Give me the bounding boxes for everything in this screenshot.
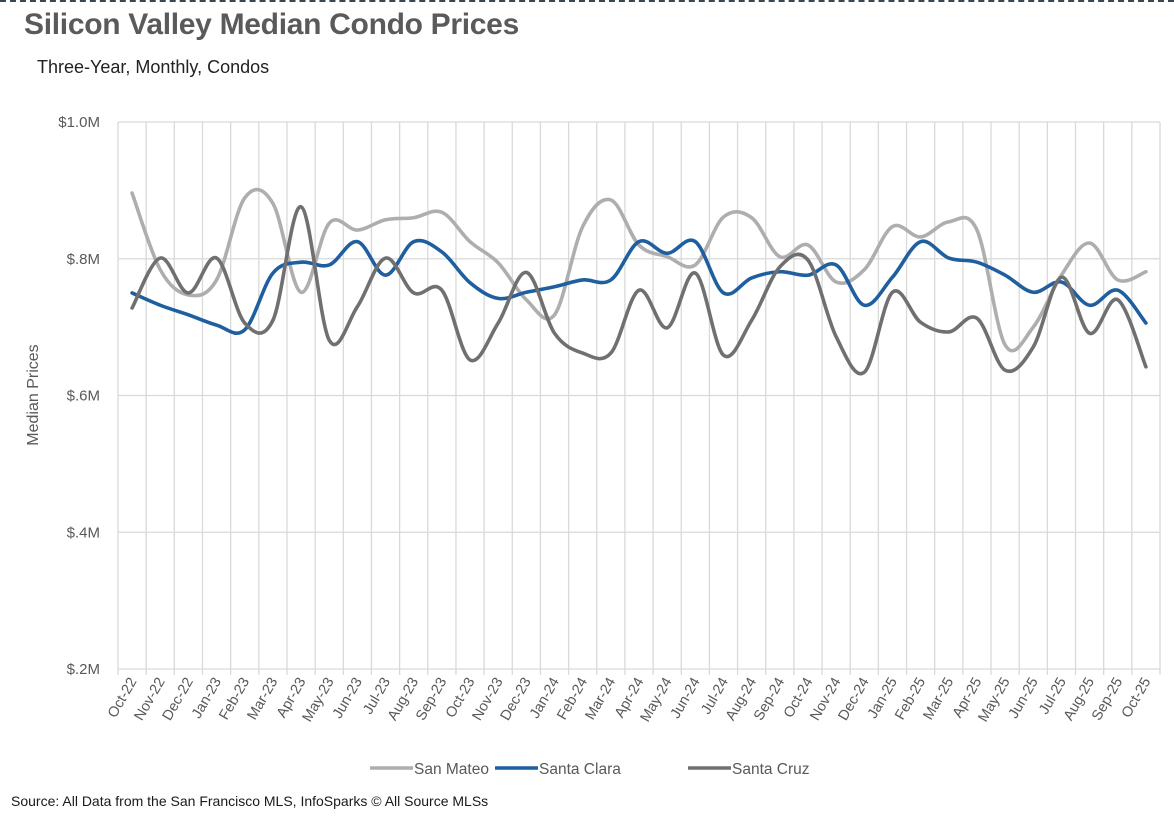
legend-label-santa-cruz: Santa Cruz bbox=[732, 761, 810, 778]
gridlines bbox=[117, 121, 1161, 675]
legend-label-santa-clara: Santa Clara bbox=[539, 761, 621, 778]
top-dashed-border bbox=[0, 0, 1174, 2]
y-axis-ticks: $1.0M $.8M $.6M $.4M $.2M bbox=[58, 114, 100, 678]
y-tick-label: $.8M bbox=[67, 251, 100, 268]
x-axis-ticks: Oct-22Nov-22Dec-22Jan-23Feb-23Mar-23Apr-… bbox=[105, 675, 1154, 725]
legend-label-san-mateo: San Mateo bbox=[414, 761, 489, 778]
y-tick-label: $.6M bbox=[67, 388, 100, 405]
series-lines bbox=[130, 187, 1148, 376]
series-line-santa-clara bbox=[130, 238, 1148, 335]
y-tick-label: $1.0M bbox=[58, 114, 100, 131]
series-line-san-mateo bbox=[130, 187, 1148, 353]
legend: San Mateo Santa Clara Santa Cruz bbox=[370, 761, 810, 778]
chart-subtitle: Three-Year, Monthly, Condos bbox=[37, 57, 270, 77]
y-tick-label: $.4M bbox=[67, 524, 100, 541]
source-note: Source: All Data from the San Francisco … bbox=[11, 793, 489, 809]
line-chart: $1.0M $.8M $.6M $.4M $.2M Oct-22Nov-22Dec-22… bbox=[25, 114, 1161, 778]
y-axis-title: Median Prices bbox=[25, 344, 42, 445]
series-line-santa-cruz bbox=[130, 204, 1148, 376]
y-tick-label: $.2M bbox=[67, 661, 100, 678]
chart-title: Silicon Valley Median Condo Prices bbox=[24, 8, 519, 41]
